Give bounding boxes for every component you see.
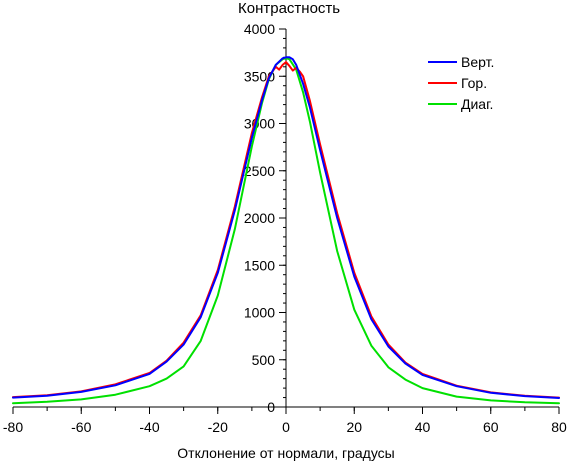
y-tick-label: 2000 <box>244 210 275 226</box>
x-axis-label: Отклонение от нормали, градусы <box>177 445 394 461</box>
axes: -80 -60 -40 -20 0 20 40 60 80 0 500 1000 1500 2000 250… <box>3 21 567 435</box>
legend-label: Диаг. <box>461 96 493 112</box>
x-tick-label: 60 <box>483 419 499 435</box>
series-lines <box>12 56 560 405</box>
x-tick-label: -60 <box>71 419 91 435</box>
x-tick-label: 40 <box>415 419 431 435</box>
y-tick-label: 4000 <box>244 21 275 37</box>
y-tick-label: 0 <box>267 399 275 415</box>
x-tick-label: 80 <box>551 419 567 435</box>
y-tick-label: 2500 <box>244 163 275 179</box>
y-tick-label: 3000 <box>244 116 275 132</box>
series-line-Верт. <box>12 56 560 399</box>
legend: Верт. Гор. Диаг. <box>428 54 494 112</box>
chart-title: Контрастность <box>238 0 340 17</box>
y-tick-label: 1500 <box>244 257 275 273</box>
x-tick-label: -80 <box>3 419 23 435</box>
legend-label: Верт. <box>461 54 494 70</box>
y-tick-label: 1000 <box>244 305 275 321</box>
x-tick-label: 20 <box>346 419 362 435</box>
legend-label: Гор. <box>461 75 487 91</box>
y-tick-label: 500 <box>252 352 276 368</box>
x-tick-label: -40 <box>139 419 159 435</box>
x-tick-label: -20 <box>208 419 228 435</box>
x-tick-label: 0 <box>282 419 290 435</box>
